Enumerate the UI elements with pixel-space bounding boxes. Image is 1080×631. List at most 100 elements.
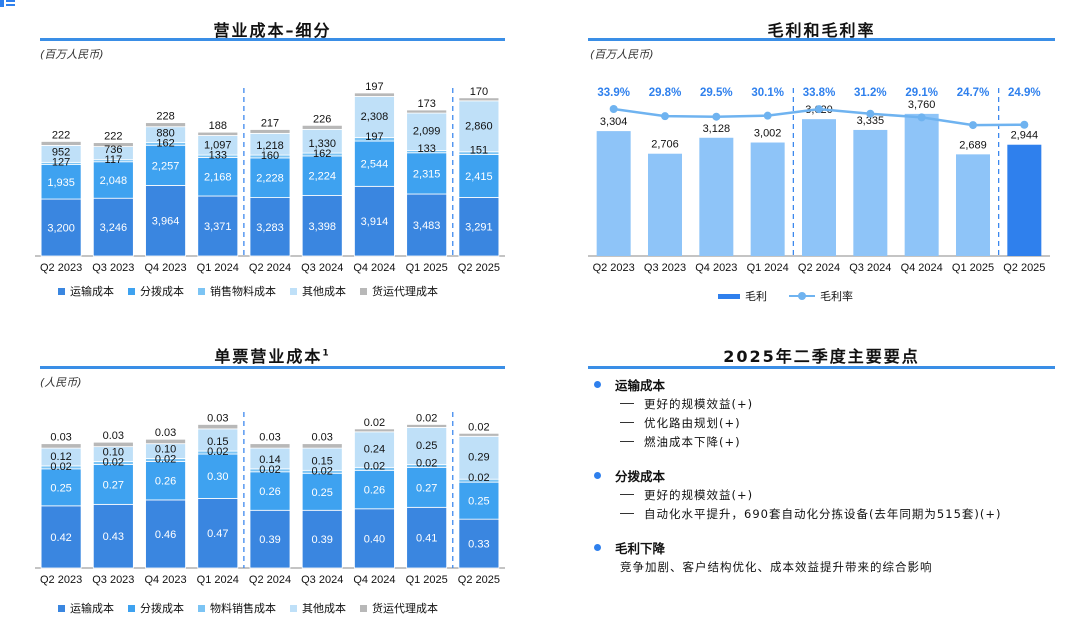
data-label: 0.02 bbox=[364, 460, 385, 472]
data-label: 3,398 bbox=[308, 221, 336, 233]
data-label: 3,914 bbox=[361, 216, 389, 228]
bar-segment bbox=[40, 198, 82, 257]
legend-label: 货运代理成本 bbox=[372, 285, 438, 298]
data-label: 173 bbox=[417, 98, 435, 110]
legend-swatch bbox=[198, 287, 205, 295]
x-tick-label: Q2 2023 bbox=[40, 574, 82, 586]
highlight-item-text: 燃油成本下降(+) bbox=[644, 434, 741, 449]
highlight-item: 燃油成本下降(+) bbox=[590, 432, 1060, 451]
highlight-heading-text: 毛利下降 bbox=[615, 540, 666, 556]
dash-icon bbox=[620, 403, 634, 404]
legend-swatch bbox=[198, 604, 205, 612]
highlight-section: 运输成本 更好的规模效益(+) 优化路由规划(+) 燃油成本下降(+) bbox=[590, 374, 1060, 451]
cost-breakdown-title: 营业成本–细分 bbox=[213, 21, 332, 40]
highlight-heading: 分拨成本 bbox=[590, 465, 1060, 485]
data-label: 0.27 bbox=[416, 482, 437, 494]
x-tick-label: Q2 2025 bbox=[458, 262, 500, 274]
data-label: 2,944 bbox=[1011, 130, 1039, 142]
legend-item: 毛利率 bbox=[789, 288, 853, 304]
dash-icon bbox=[620, 441, 634, 442]
data-label: 188 bbox=[209, 120, 227, 132]
data-label: 952 bbox=[52, 147, 70, 159]
data-label: 0.33 bbox=[468, 539, 489, 551]
legend-swatch bbox=[290, 604, 297, 612]
legend-swatch bbox=[290, 287, 297, 295]
bar-segment bbox=[197, 424, 239, 430]
data-label: 0.40 bbox=[364, 533, 385, 545]
data-label: 0.39 bbox=[259, 534, 280, 546]
bar-segment bbox=[406, 193, 448, 257]
legend-swatch bbox=[58, 287, 65, 295]
data-label: 0.29 bbox=[468, 452, 489, 464]
data-label: 1,218 bbox=[256, 140, 284, 152]
legend-swatch bbox=[360, 604, 367, 612]
bar-segment bbox=[249, 197, 291, 257]
bar-segment bbox=[406, 109, 448, 114]
gross-margin-label: 31.2% bbox=[854, 87, 887, 99]
data-label: 1,330 bbox=[308, 138, 336, 150]
bar-segment bbox=[249, 443, 291, 449]
data-label: 222 bbox=[52, 129, 70, 141]
gross-margin-point bbox=[609, 105, 618, 113]
bar-segment bbox=[145, 122, 186, 128]
data-label: 0.39 bbox=[312, 534, 333, 546]
legend-item: 销售物料成本 bbox=[198, 283, 276, 299]
unit-cost-unit: (人民币) bbox=[40, 376, 82, 389]
data-label: 0.02 bbox=[468, 421, 489, 433]
bar-segment bbox=[40, 164, 82, 200]
x-tick-label: Q3 2023 bbox=[644, 262, 686, 274]
gross-profit-bar bbox=[904, 113, 939, 256]
bar-segment bbox=[197, 498, 239, 569]
data-label: 133 bbox=[209, 149, 227, 161]
data-label: 3,291 bbox=[465, 222, 493, 234]
data-label: 0.47 bbox=[207, 528, 228, 540]
gross-profit-rule bbox=[588, 38, 1055, 41]
data-label: 736 bbox=[104, 144, 122, 156]
highlight-heading-text: 分拨成本 bbox=[615, 468, 666, 484]
highlights-title: 2025年二季度主要要点 bbox=[723, 347, 920, 366]
gross-margin-point bbox=[866, 109, 875, 118]
data-label: 0.10 bbox=[103, 446, 124, 458]
legend-item: 分拨成本 bbox=[128, 283, 184, 299]
data-label: 0.26 bbox=[364, 485, 385, 497]
gross-margin-label: 29.5% bbox=[700, 87, 733, 99]
data-label: 2,706 bbox=[651, 139, 679, 151]
bar-segment bbox=[458, 435, 500, 480]
highlight-text: 竞争加剧、客户结构优化、成本效益提升带来的综合影响 bbox=[620, 559, 933, 574]
data-label: 0.02 bbox=[103, 456, 124, 468]
bar-segment bbox=[354, 96, 395, 138]
data-label: 3,283 bbox=[256, 222, 284, 234]
bar-segment bbox=[249, 471, 291, 511]
x-tick-label: Q2 2025 bbox=[458, 574, 500, 586]
bar-segment bbox=[301, 124, 343, 130]
legend-item: 分拨成本 bbox=[128, 600, 184, 616]
data-label: 222 bbox=[104, 131, 122, 143]
data-label: 0.30 bbox=[207, 471, 228, 483]
bar-segment bbox=[406, 426, 448, 465]
legend-item: 毛利 bbox=[718, 288, 767, 304]
legend-item: 其他成本 bbox=[290, 600, 346, 616]
bar-segment bbox=[301, 472, 343, 511]
gross-margin-label: 24.7% bbox=[957, 87, 990, 99]
data-label: 0.03 bbox=[259, 432, 280, 444]
highlights-rule bbox=[588, 366, 1055, 369]
unit-cost-legend: 运输成本 分拨成本 物料销售成本 其他成本 货运代理成本 bbox=[58, 600, 438, 616]
x-tick-label: Q1 2025 bbox=[406, 262, 448, 274]
data-label: 3,760 bbox=[908, 99, 936, 111]
x-tick-label: Q4 2024 bbox=[353, 262, 395, 274]
bar-segment bbox=[354, 92, 395, 97]
bar-segment bbox=[301, 195, 343, 257]
cost-breakdown-rule bbox=[40, 38, 505, 41]
bar-segment bbox=[301, 509, 343, 569]
bar-segment bbox=[249, 509, 291, 569]
data-label: 2,689 bbox=[959, 139, 987, 151]
gross-profit-bar bbox=[699, 137, 734, 256]
bar-segment bbox=[92, 441, 134, 448]
data-label: 0.41 bbox=[416, 533, 437, 545]
dash-icon bbox=[620, 513, 634, 514]
legend-item: 物料销售成本 bbox=[198, 600, 276, 616]
data-label: 0.03 bbox=[50, 432, 71, 444]
logo-mark bbox=[0, 0, 16, 7]
